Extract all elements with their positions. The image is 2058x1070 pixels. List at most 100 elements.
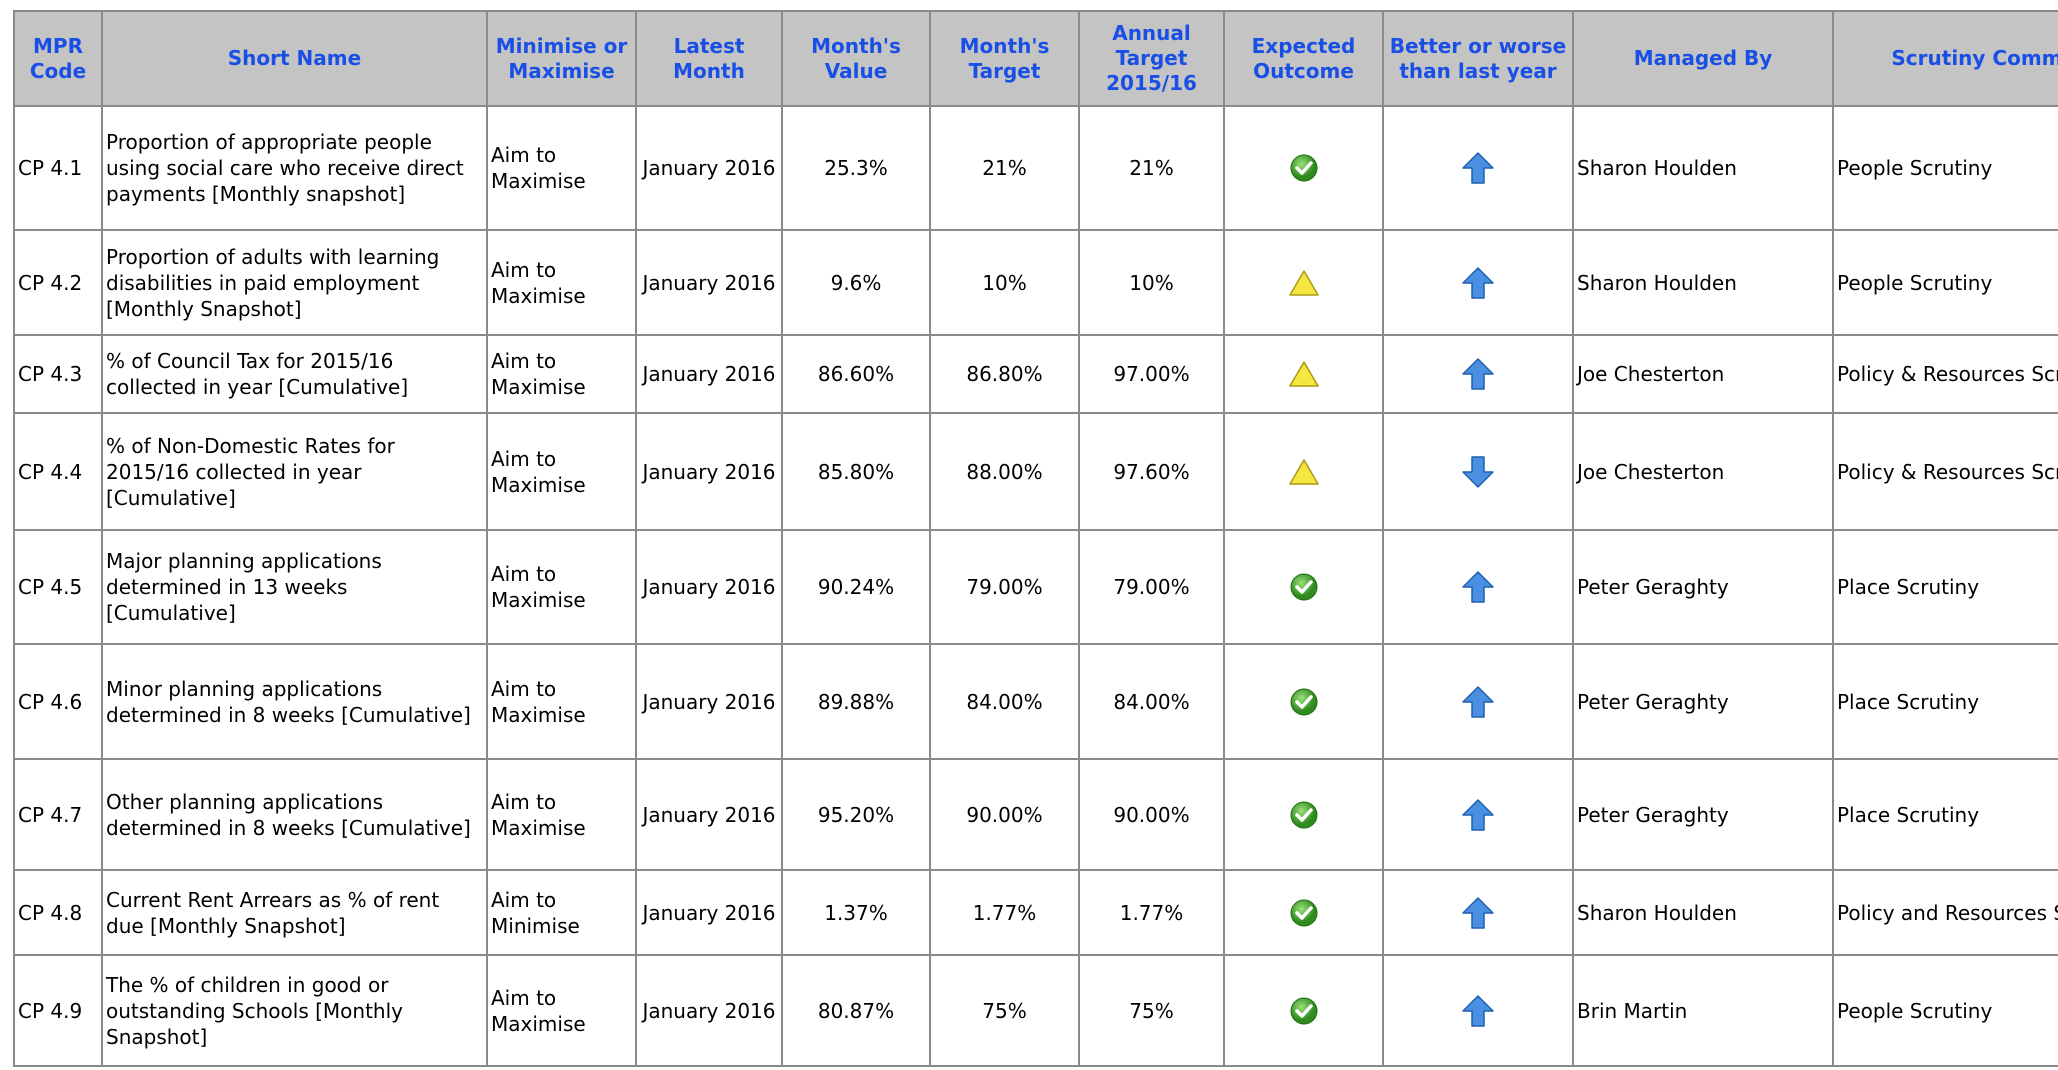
annual-target: 10% (1078, 229, 1225, 336)
month-target: 75% (929, 954, 1080, 1067)
table-row: CP 4.7 Other planning applications determ… (13, 758, 2058, 871)
expected-outcome (1223, 412, 1384, 531)
column-header: Expected Outcome (1223, 10, 1384, 107)
scrutiny-committee: Place Scrutiny (1832, 758, 2058, 871)
managed-by: Sharon Houlden (1572, 869, 1834, 956)
annual-target: 1.77% (1078, 869, 1225, 956)
trend-up-icon (1462, 152, 1494, 184)
short-name: Current Rent Arrears as % of rent due [M… (101, 869, 488, 956)
month-value: 1.37% (781, 869, 931, 956)
managed-by: Sharon Houlden (1572, 105, 1834, 231)
table-row: CP 4.9 The % of children in good or outst… (13, 954, 2058, 1067)
table-row: CP 4.4% of Non-Domestic Rates for 2015/1… (13, 412, 2058, 531)
trend-up-icon (1462, 266, 1494, 299)
status-green-icon (1290, 573, 1317, 601)
latest-month: January 2016 (635, 412, 783, 531)
page: MPR Code Short Name Minimise or Maximise La… (13, 10, 2058, 1070)
month-value: 85.80% (781, 412, 931, 531)
trend (1382, 334, 1574, 414)
month-target: 88.00% (929, 412, 1080, 531)
expected-outcome (1223, 105, 1384, 231)
annual-target: 21% (1078, 105, 1225, 231)
expected-outcome (1223, 529, 1384, 645)
month-target: 90.00% (929, 758, 1080, 871)
column-header: Short Name (101, 10, 488, 107)
month-target: 21% (929, 105, 1080, 231)
latest-month: January 2016 (635, 643, 783, 760)
column-header: Managed By (1572, 10, 1834, 107)
trend-up-icon (1462, 358, 1494, 390)
month-target: 79.00% (929, 529, 1080, 645)
trend-up-icon (1462, 994, 1494, 1027)
month-target: 86.80% (929, 334, 1080, 414)
status-green-icon (1290, 154, 1317, 182)
short-name: Major planning applications determined i… (101, 529, 488, 645)
month-target: 1.77% (929, 869, 1080, 956)
trend-up-icon (1462, 571, 1494, 603)
latest-month: January 2016 (635, 954, 783, 1067)
aim: Aim to Maximise (486, 758, 637, 871)
short-name: The % of children in good or outstanding… (101, 954, 488, 1067)
aim: Aim to Minimise (486, 869, 637, 956)
aim: Aim to Maximise (486, 334, 637, 414)
column-header: Latest Month (635, 10, 783, 107)
short-name: % of Non-Domestic Rates for 2015/16 coll… (101, 412, 488, 531)
trend (1382, 412, 1574, 531)
expected-outcome (1223, 954, 1384, 1067)
status-green-icon (1290, 801, 1317, 828)
trend (1382, 643, 1574, 760)
trend (1382, 758, 1574, 871)
expected-outcome (1223, 334, 1384, 414)
month-value: 25.3% (781, 105, 931, 231)
column-header: Scrutiny Committee (1832, 10, 2058, 107)
trend (1382, 529, 1574, 645)
managed-by: Peter Geraghty (1572, 529, 1834, 645)
header-row: MPR Code Short Name Minimise or Maximise La… (13, 10, 2058, 107)
month-value: 80.87% (781, 954, 931, 1067)
short-name: Other planning applications determined i… (101, 758, 488, 871)
short-name: Minor planning applications determined i… (101, 643, 488, 760)
latest-month: January 2016 (635, 334, 783, 414)
table-row: CP 4.6 Minor planning applications determ… (13, 643, 2058, 760)
expected-outcome (1223, 643, 1384, 760)
trend (1382, 869, 1574, 956)
month-value: 95.20% (781, 758, 931, 871)
month-value: 90.24% (781, 529, 931, 645)
short-name: Proportion of adults with learning disab… (101, 229, 488, 336)
status-green-icon (1290, 899, 1317, 926)
annual-target: 90.00% (1078, 758, 1225, 871)
scrutiny-committee: Place Scrutiny (1832, 529, 2058, 645)
managed-by: Joe Chesterton (1572, 334, 1834, 414)
managed-by: Sharon Houlden (1572, 229, 1834, 336)
trend-up-icon (1462, 685, 1494, 718)
trend-up-icon (1462, 896, 1494, 929)
short-name: % of Council Tax for 2015/16 collected i… (101, 334, 488, 414)
table-row: CP 4.3% of Council Tax for 2015/16 colle… (13, 334, 2058, 414)
column-header: Annual Target 2015/16 (1078, 10, 1225, 107)
mpr-code: CP 4.6 (13, 643, 103, 760)
annual-target: 75% (1078, 954, 1225, 1067)
kpi-table: MPR Code Short Name Minimise or Maximise La… (13, 10, 2058, 1067)
expected-outcome (1223, 758, 1384, 871)
mpr-code: CP 4.7 (13, 758, 103, 871)
status-green-icon (1290, 688, 1317, 715)
expected-outcome (1223, 869, 1384, 956)
scrutiny-committee: Policy and Resources Scrutiny (1832, 869, 2058, 956)
status-amber-icon (1288, 361, 1319, 387)
table-row: CP 4.5 Major planning applications determ… (13, 529, 2058, 645)
latest-month: January 2016 (635, 758, 783, 871)
annual-target: 84.00% (1078, 643, 1225, 760)
scrutiny-committee: People Scrutiny (1832, 954, 2058, 1067)
short-name: Proportion of appropriate people using s… (101, 105, 488, 231)
month-value: 9.6% (781, 229, 931, 336)
annual-target: 79.00% (1078, 529, 1225, 645)
scrutiny-committee: Policy & Resources Scrutiny (1832, 412, 2058, 531)
table-row: CP 4.8 Current Rent Arrears as % of rent … (13, 869, 2058, 956)
annual-target: 97.00% (1078, 334, 1225, 414)
managed-by: Joe Chesterton (1572, 412, 1834, 531)
aim: Aim to Maximise (486, 954, 637, 1067)
aim: Aim to Maximise (486, 529, 637, 645)
column-header: Month's Target (929, 10, 1080, 107)
latest-month: January 2016 (635, 529, 783, 645)
status-green-icon (1290, 997, 1317, 1024)
